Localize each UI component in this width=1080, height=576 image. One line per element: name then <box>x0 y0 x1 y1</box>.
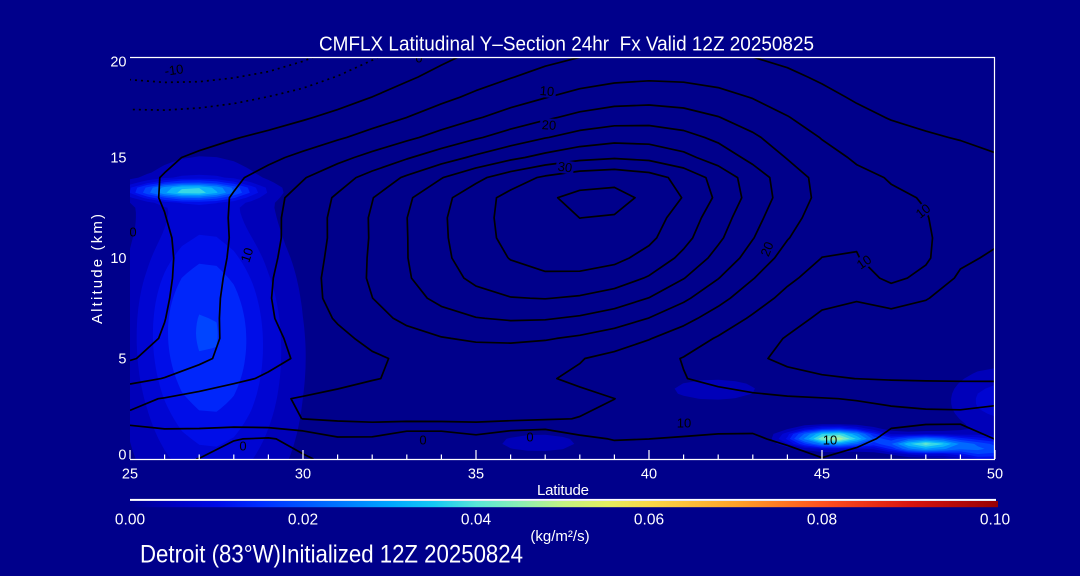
svg-text:0: 0 <box>419 433 426 448</box>
svg-text:10: 10 <box>539 83 555 99</box>
svg-text:10: 10 <box>238 246 257 264</box>
svg-text:0: 0 <box>415 51 422 66</box>
svg-text:0.08: 0.08 <box>807 512 837 529</box>
svg-text:15: 15 <box>110 151 126 167</box>
svg-text:0.02: 0.02 <box>288 512 318 529</box>
svg-text:0.00: 0.00 <box>115 512 146 529</box>
svg-text:CMFLX Latitudinal Y–Section 24: CMFLX Latitudinal Y–Section 24hr Fx Vali… <box>319 33 814 56</box>
svg-text:Detroit (83°W)Initialized 12Z: Detroit (83°W)Initialized 12Z 20250824 <box>140 541 523 569</box>
svg-text:45: 45 <box>814 467 830 483</box>
svg-text:10: 10 <box>677 416 691 431</box>
svg-text:5: 5 <box>118 352 126 368</box>
svg-text:30: 30 <box>557 159 573 176</box>
svg-text:0.06: 0.06 <box>634 512 664 529</box>
svg-text:10: 10 <box>854 252 874 273</box>
svg-text:40: 40 <box>641 467 657 483</box>
svg-text:0: 0 <box>526 430 533 445</box>
svg-text:Latitude: Latitude <box>537 482 589 499</box>
svg-text:20: 20 <box>110 55 126 71</box>
svg-text:35: 35 <box>468 467 484 483</box>
svg-text:0: 0 <box>129 225 136 240</box>
svg-text:20: 20 <box>757 239 776 258</box>
svg-text:10: 10 <box>823 433 837 448</box>
svg-text:10: 10 <box>110 251 126 267</box>
svg-text:30: 30 <box>295 467 311 483</box>
svg-text:50: 50 <box>987 467 1003 483</box>
svg-text:0.10: 0.10 <box>980 512 1011 529</box>
svg-text:0: 0 <box>118 448 126 464</box>
svg-text:-10: -10 <box>164 61 185 78</box>
svg-text:0: 0 <box>239 439 246 454</box>
svg-text:(kg/m²/s): (kg/m²/s) <box>530 528 589 545</box>
svg-text:25: 25 <box>122 467 138 483</box>
svg-text:0.04: 0.04 <box>461 512 492 529</box>
svg-text:20: 20 <box>541 117 556 133</box>
